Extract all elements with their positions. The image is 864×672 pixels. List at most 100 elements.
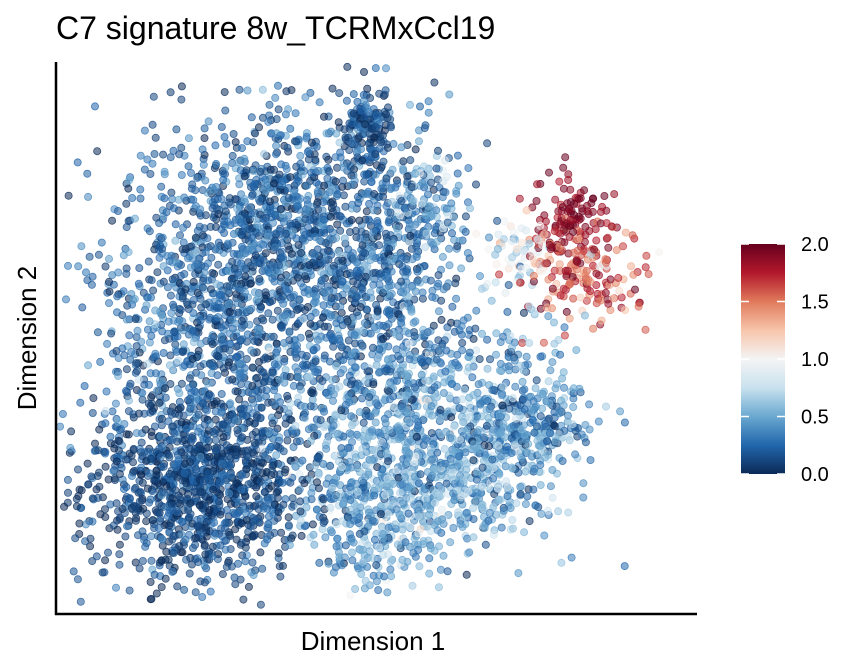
scatter-point <box>272 229 281 238</box>
scatter-point <box>406 231 415 240</box>
scatter-point <box>459 476 468 485</box>
scatter-point <box>550 421 559 430</box>
scatter-point <box>151 352 160 361</box>
scatter-point <box>338 277 347 286</box>
scatter-point <box>449 524 458 533</box>
scatter-point <box>406 435 415 444</box>
scatter-point <box>115 560 124 569</box>
scatter-point <box>514 468 523 477</box>
scatter-point <box>432 194 441 203</box>
scatter-point <box>411 414 420 423</box>
scatter-point <box>484 442 493 451</box>
scatter-point <box>206 285 215 294</box>
scatter-point <box>323 437 332 446</box>
scatter-point <box>291 266 300 275</box>
scatter-point <box>237 471 246 480</box>
scatter-point <box>333 190 342 199</box>
scatter-point <box>241 543 250 552</box>
scatter-point <box>400 473 409 482</box>
scatter-point <box>264 398 273 407</box>
scatter-point <box>507 343 516 352</box>
scatter-point <box>516 278 525 287</box>
scatter-point <box>256 600 265 609</box>
scatter-point <box>355 216 364 225</box>
scatter-point <box>177 82 186 91</box>
scatter-point <box>231 580 240 589</box>
scatter-point <box>351 339 360 348</box>
scatter-point <box>179 238 188 247</box>
scatter-point <box>346 591 355 600</box>
scatter-point <box>132 366 141 375</box>
scatter-point <box>86 542 95 551</box>
scatter-point <box>296 516 305 525</box>
scatter-point <box>442 479 451 488</box>
scatter-point <box>446 538 455 547</box>
scatter-point <box>180 451 189 460</box>
scatter-point <box>169 532 178 541</box>
scatter-point <box>153 268 162 277</box>
scatter-point <box>125 494 134 503</box>
scatter-point <box>329 342 338 351</box>
scatter-point <box>572 346 581 355</box>
scatter-point <box>337 462 346 471</box>
scatter-point <box>460 456 469 465</box>
scatter-point <box>501 289 510 298</box>
scatter-point <box>453 151 462 160</box>
scatter-point <box>392 466 401 475</box>
scatter-point <box>395 488 404 497</box>
scatter-point <box>124 430 133 439</box>
scatter-point <box>465 548 474 557</box>
scatter-point <box>370 189 379 198</box>
scatter-point <box>154 508 163 517</box>
scatter-point <box>496 338 505 347</box>
scatter-point <box>566 185 575 194</box>
scatter-point <box>536 389 545 398</box>
scatter-point <box>177 379 186 388</box>
scatter-point <box>610 190 619 199</box>
scatter-point <box>585 400 594 409</box>
scatter-point <box>142 301 151 310</box>
scatter-point <box>574 235 583 244</box>
scatter-point <box>231 525 240 534</box>
scatter-point <box>178 347 187 356</box>
scatter-point <box>240 154 249 163</box>
scatter-point <box>381 442 390 451</box>
scatter-point <box>220 132 229 141</box>
scatter-point <box>284 521 293 530</box>
scatter-point <box>374 586 383 595</box>
scatter-point <box>432 222 441 231</box>
scatter-point <box>191 233 200 242</box>
scatter-point <box>114 268 123 277</box>
scatter-point <box>67 427 76 436</box>
scatter-point <box>483 364 492 373</box>
scatter-point <box>454 363 463 372</box>
scatter-point <box>84 192 93 201</box>
scatter-point <box>496 359 505 368</box>
scatter-point <box>124 407 133 416</box>
scatter-point <box>171 236 180 245</box>
scatter-point <box>294 372 303 381</box>
scatter-point <box>516 489 525 498</box>
scatter-point <box>246 203 255 212</box>
scatter-point <box>191 186 200 195</box>
scatter-point <box>371 123 380 132</box>
scatter-point <box>265 100 274 109</box>
scatter-point <box>461 227 470 236</box>
scatter-point <box>522 352 531 361</box>
scatter-point <box>114 206 123 215</box>
scatter-point <box>214 260 223 269</box>
scatter-point <box>66 443 75 452</box>
scatter-point <box>328 483 337 492</box>
scatter-point <box>169 204 178 213</box>
scatter-point <box>302 134 311 143</box>
scatter-point <box>303 147 312 156</box>
scatter-point <box>504 280 513 289</box>
scatter-point <box>125 586 134 595</box>
scatter-point <box>581 222 590 231</box>
scatter-point <box>128 193 137 202</box>
scatter-point <box>165 469 174 478</box>
scatter-point <box>73 158 82 167</box>
scatter-point <box>277 528 286 537</box>
scatter-point <box>540 230 549 239</box>
